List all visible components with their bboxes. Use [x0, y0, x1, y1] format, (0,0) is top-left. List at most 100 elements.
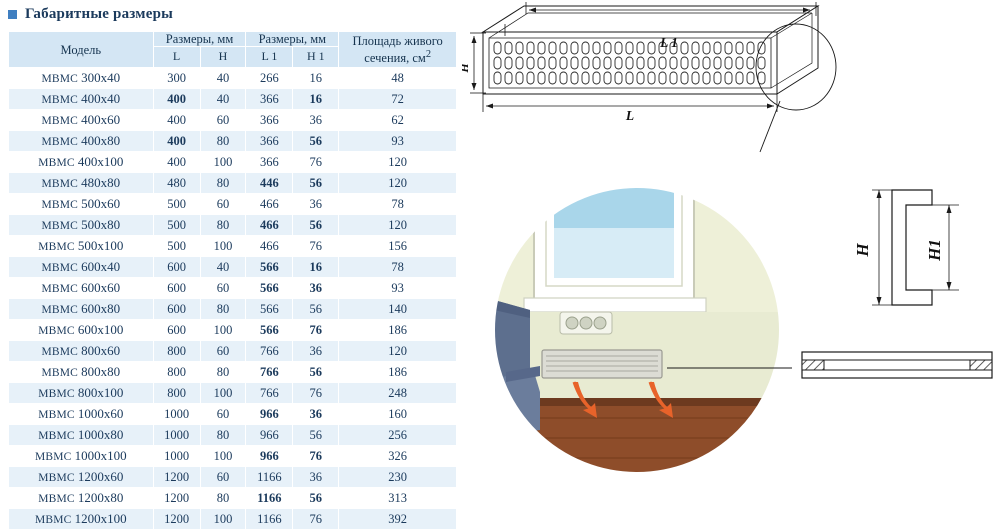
model-prefix: МВМС [41, 73, 79, 86]
model-prefix: МВМС [41, 136, 79, 149]
cell-model: МВМС 600х80 [8, 298, 154, 321]
table-row: МВМС 600х60 600 60 566 36 93 [8, 277, 457, 300]
model-prefix: МВМС [41, 178, 79, 191]
table-row: МВМС 400х80 400 80 366 56 93 [8, 130, 457, 153]
cell-h1: 36 [292, 340, 340, 363]
cell-l1: 466 [245, 214, 294, 237]
cell-h1: 56 [292, 130, 340, 153]
cell-area: 120 [338, 340, 457, 363]
table-row: МВМС 1000х80 1000 80 966 56 256 [8, 424, 457, 447]
model-prefix: МВМС [34, 451, 72, 464]
label-H-big: H [853, 243, 872, 258]
cell-h1: 16 [292, 67, 340, 90]
cell-l1: 446 [245, 172, 294, 195]
table-row: МВМС 400х60 400 60 366 36 62 [8, 109, 457, 132]
cell-h1: 36 [292, 277, 340, 300]
th-h1: H 1 [292, 46, 340, 69]
model-size: 1000х60 [77, 406, 124, 422]
model-prefix: МВМС [38, 493, 75, 506]
cell-h1: 56 [292, 172, 340, 195]
cell-model: МВМС 400х100 [8, 151, 154, 174]
cell-l1: 466 [245, 235, 294, 258]
cell-h: 40 [199, 88, 247, 111]
cell-h1: 56 [292, 487, 340, 510]
table-row: МВМС 480х80 480 80 446 56 120 [8, 172, 457, 195]
cell-h: 100 [199, 508, 247, 530]
th-l1: L 1 [245, 46, 294, 69]
cell-h: 80 [199, 487, 247, 510]
model-size: 800х100 [77, 385, 124, 401]
cell-h: 80 [199, 424, 247, 447]
cell-model: МВМС 480х80 [8, 172, 154, 195]
label-L: L [625, 108, 634, 123]
cell-l: 1200 [152, 466, 201, 489]
th-model: Модель [8, 30, 154, 69]
model-size: 500х80 [81, 217, 121, 233]
cell-h: 80 [199, 172, 247, 195]
cell-model: МВМС 1000х80 [8, 424, 154, 447]
cell-area: 120 [338, 151, 457, 174]
cell-l1: 566 [245, 256, 294, 279]
cell-l1: 366 [245, 109, 294, 132]
model-size: 600х80 [81, 301, 121, 317]
cell-l1: 966 [245, 403, 294, 426]
page-title-row: Габаритные размеры [8, 6, 173, 23]
cell-l: 500 [152, 214, 201, 237]
cell-h: 60 [199, 277, 247, 300]
cell-model: МВМС 600х40 [8, 256, 154, 279]
cell-area: 140 [338, 298, 457, 321]
cell-l1: 566 [245, 298, 294, 321]
cell-l: 1200 [152, 508, 201, 530]
th-group-lh: Размеры, мм [152, 30, 247, 48]
cell-l: 800 [152, 382, 201, 405]
model-size: 1000х100 [74, 448, 127, 464]
cell-l: 600 [152, 319, 201, 342]
cell-l: 500 [152, 193, 201, 216]
cell-h1: 76 [292, 508, 340, 530]
isometric-grille-drawing [481, 5, 820, 95]
cell-l1: 566 [245, 319, 294, 342]
cell-model: МВМС 400х80 [8, 130, 154, 153]
th-group-l1h1: Размеры, мм [245, 30, 340, 48]
cell-h: 100 [199, 382, 247, 405]
cell-area: 93 [338, 130, 457, 153]
model-prefix: МВМС [34, 514, 72, 527]
cell-h1: 76 [292, 319, 340, 342]
table-row: МВМС 600х100 600 100 566 76 186 [8, 319, 457, 342]
cell-h1: 56 [292, 298, 340, 321]
table-row: МВМС 500х60 500 60 466 36 78 [8, 193, 457, 216]
model-size: 800х80 [81, 364, 121, 380]
cell-h1: 56 [292, 214, 340, 237]
cell-area: 93 [338, 277, 457, 300]
cell-l: 400 [152, 88, 201, 111]
model-size: 400х100 [77, 154, 124, 170]
cell-h: 80 [199, 130, 247, 153]
table-row: МВМС 500х80 500 80 466 56 120 [8, 214, 457, 237]
cell-h: 40 [199, 256, 247, 279]
cell-h: 100 [199, 445, 247, 468]
cell-h1: 76 [292, 151, 340, 174]
cell-area: 186 [338, 361, 457, 384]
table-row: МВМС 1200х80 1200 80 1166 56 313 [8, 487, 457, 510]
table-row: МВМС 1200х100 1200 100 1166 76 392 [8, 508, 457, 530]
cell-l: 800 [152, 340, 201, 363]
cell-l1: 266 [245, 67, 294, 90]
cell-area: 326 [338, 445, 457, 468]
cell-area: 186 [338, 319, 457, 342]
model-size: 1200х80 [77, 490, 124, 506]
cell-l1: 966 [245, 424, 294, 447]
cell-h: 60 [199, 193, 247, 216]
page-title: Габаритные размеры [25, 6, 174, 22]
cell-h1: 76 [292, 382, 340, 405]
model-prefix: МВМС [41, 262, 79, 275]
cell-area: 256 [338, 424, 457, 447]
cell-h: 80 [199, 298, 247, 321]
cell-l: 1000 [152, 424, 201, 447]
dimension-lines-iso [470, 2, 817, 112]
cell-model: МВМС 1200х80 [8, 487, 154, 510]
cell-l1: 1166 [245, 487, 294, 510]
cell-l: 400 [152, 151, 201, 174]
cell-l1: 1166 [245, 508, 294, 530]
model-prefix: МВМС [41, 346, 79, 359]
model-prefix: МВМС [38, 430, 75, 443]
